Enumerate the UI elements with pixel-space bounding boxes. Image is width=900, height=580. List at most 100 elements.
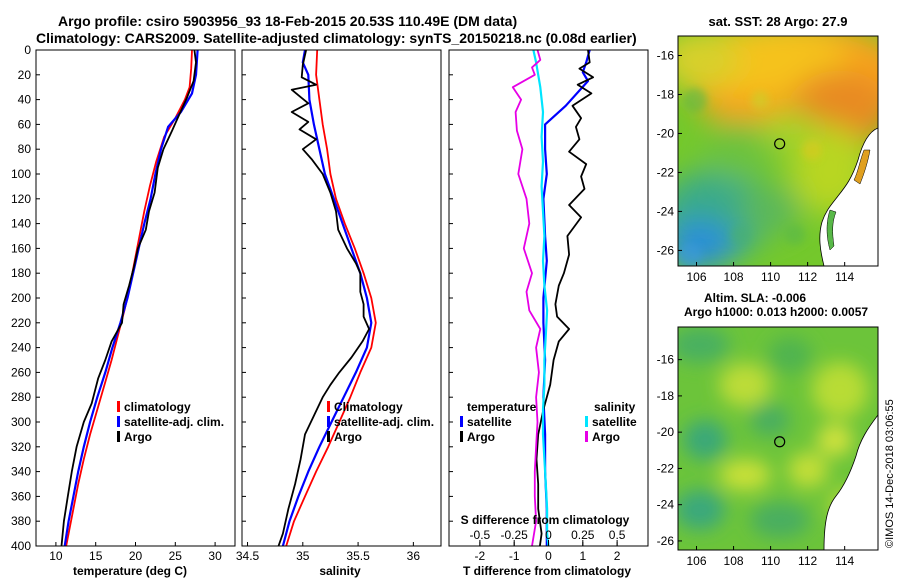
lat-tick-label: -22 (657, 461, 675, 475)
sla-map-subtitle: Argo h1000: 0.013 h2000: 0.0057 (684, 305, 868, 319)
series-line-satellite (281, 50, 373, 546)
depth-tick-label: 20 (18, 68, 32, 82)
series-line-argo (60, 50, 197, 546)
lat-tick-label: -26 (657, 243, 675, 257)
s-diff-tick-label: -0.5 (470, 528, 491, 542)
x-tick-label: 25 (169, 549, 183, 563)
temperature-panel: 10 15 20 25 30 0 20 40 60 80 100 120 140 160 180 200 22… (11, 43, 236, 578)
x-tick-label: 35 (296, 549, 310, 563)
x-tick-label: -1 (509, 549, 520, 563)
depth-tick-label: 140 (11, 217, 31, 231)
difference-legend: temperature satellite Argo salinity sate… (460, 400, 637, 444)
lat-tick-label: -20 (657, 126, 675, 140)
x-tick-label: -2 (475, 549, 486, 563)
lat-tick-label: -24 (657, 204, 675, 218)
t-difference-xlabel: T difference from climatology (463, 564, 631, 578)
depth-tick-label: 320 (11, 440, 31, 454)
lon-tick-label: 112 (798, 270, 817, 284)
depth-tick-label: 40 (18, 93, 32, 107)
depth-tick-label: 200 (11, 291, 31, 305)
lat-tick-label: -24 (657, 498, 675, 512)
lon-tick-label: 110 (761, 554, 780, 568)
depth-tick-label: 300 (11, 415, 31, 429)
s-diff-tick-label: 0.5 (609, 528, 626, 542)
sst-coastline (819, 127, 878, 266)
legend-label-t-satellite: satellite (467, 415, 512, 429)
legend-swatch-s-satellite (585, 416, 588, 427)
sst-map-title: sat. SST: 28 Argo: 27.9 (709, 14, 848, 29)
legend-label-satellite: satellite-adj. clim. (124, 415, 224, 429)
legend-swatch-argo (327, 431, 330, 442)
legend-title-salinity: salinity (594, 400, 636, 414)
sla-coastline (823, 414, 878, 550)
depth-tick-label: 120 (11, 192, 31, 206)
x-tick-label: 1 (579, 549, 586, 563)
lon-tick-label: 112 (798, 554, 817, 568)
legend-swatch-climatology (117, 401, 120, 412)
series-line-argo (277, 50, 371, 546)
sla-map: 106 108 110 112 114 -16 -18 -20 -22 -24 -26 (657, 326, 879, 568)
legend-swatch-t-argo (460, 431, 463, 442)
lat-tick-label: -22 (657, 165, 675, 179)
sst-map-frame (677, 35, 879, 267)
s-difference-label: S difference from climatology (461, 513, 630, 527)
legend-swatch-s-argo (585, 431, 588, 442)
depth-tick-label: 340 (11, 465, 31, 479)
x-tick-label: 36 (407, 549, 421, 563)
series-line-climatology (65, 50, 193, 546)
lat-tick-label: -16 (657, 48, 675, 62)
sst-coastal-strip (853, 149, 871, 185)
x-tick-label: 30 (208, 549, 222, 563)
x-tick-label: 0 (545, 549, 552, 563)
depth-tick-label: 60 (18, 117, 32, 131)
legend-label-argo: Argo (334, 430, 362, 444)
x-tick-label: 20 (129, 549, 143, 563)
series-line-climatology (285, 50, 377, 546)
lat-tick-label: -16 (657, 353, 675, 367)
temperature-axes-frame (35, 49, 236, 547)
depth-tick-label: 180 (11, 266, 31, 280)
depth-tick-label: 160 (11, 241, 31, 255)
series-line-sat_salinity (532, 50, 550, 546)
legend-title-temperature: temperature (467, 400, 537, 414)
depth-tick-label: 100 (11, 167, 31, 181)
series-line-argo (535, 50, 594, 546)
lat-tick-label: -26 (657, 534, 675, 548)
depth-tick-label: 0 (24, 43, 31, 57)
legend-label-s-satellite: satellite (592, 415, 637, 429)
legend-label-t-argo: Argo (467, 430, 495, 444)
temperature-legend: climatology satellite-adj. clim. Argo (117, 400, 224, 444)
series-line-satellite (542, 50, 591, 546)
sst-coastal-strip-2 (826, 209, 837, 251)
salinity-panel: 34.5 35 35.5 36 salinity Climatology satell… (236, 49, 442, 578)
s-diff-tick-label: 0 (545, 528, 552, 542)
lon-tick-label: 108 (724, 554, 744, 568)
legend-swatch-t-satellite (460, 416, 463, 427)
sst-map: 106 108 110 112 114 -16 -18 -20 -22 -24 -26 (657, 35, 879, 284)
legend-label-argo: Argo (124, 430, 152, 444)
depth-tick-label: 400 (11, 539, 31, 553)
series-line-satellite (63, 50, 199, 546)
lon-tick-label: 114 (835, 554, 854, 568)
x-tick-label: 34.5 (236, 549, 260, 563)
depth-tick-label: 380 (11, 514, 31, 528)
lon-tick-label: 114 (835, 270, 854, 284)
lat-tick-label: -20 (657, 425, 675, 439)
depth-tick-label: 220 (11, 316, 31, 330)
difference-axes-frame (448, 49, 649, 547)
salinity-xlabel: salinity (319, 564, 361, 578)
legend-label-s-argo: Argo (592, 430, 620, 444)
lat-tick-label: -18 (657, 87, 675, 101)
series-line-argo_salinity (511, 50, 542, 546)
s-diff-tick-label: 0.25 (571, 528, 595, 542)
lon-tick-label: 110 (761, 270, 780, 284)
sla-land (824, 415, 878, 550)
salinity-legend: Climatology satellite-adj. clim. Argo (327, 400, 434, 444)
title-line-2: Climatology: CARS2009. Satellite-adjuste… (36, 30, 637, 46)
lon-tick-label: 108 (724, 270, 744, 284)
sst-profile-location-marker (774, 138, 786, 150)
legend-swatch-argo (117, 431, 120, 442)
legend-label-climatology: climatology (124, 400, 191, 414)
salinity-axes-frame (241, 49, 442, 547)
